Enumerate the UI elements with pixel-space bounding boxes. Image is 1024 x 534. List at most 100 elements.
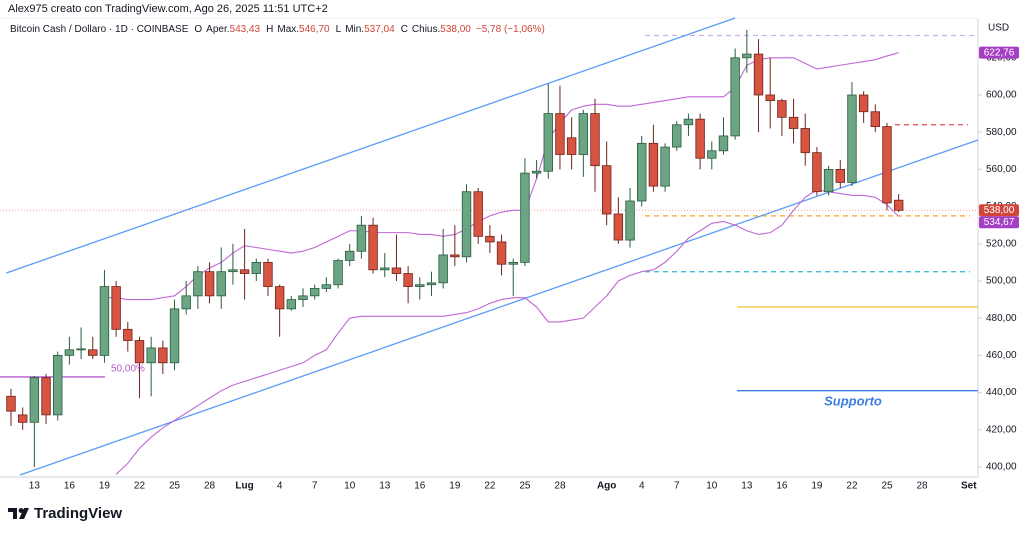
legend-field: −5,78 (−1,06%) xyxy=(476,24,545,35)
candle-body xyxy=(368,224,378,271)
y-tick-label: 420,00 xyxy=(986,424,1017,435)
candle-body xyxy=(415,284,425,287)
candle-body xyxy=(321,284,332,289)
candle-body xyxy=(29,377,40,423)
candle-body xyxy=(41,377,51,416)
y-tick-label: 560,00 xyxy=(986,164,1017,175)
legend-field: H xyxy=(266,24,273,35)
x-tick-label: 13 xyxy=(29,481,41,492)
x-tick-label: Set xyxy=(961,481,977,492)
x-tick-label: 10 xyxy=(344,481,356,492)
candle-body xyxy=(380,267,390,271)
candle-body xyxy=(672,124,682,148)
candle-body xyxy=(742,53,752,59)
candle-body xyxy=(76,348,86,351)
legend-field: 543,43 xyxy=(230,24,261,35)
x-tick-label: 25 xyxy=(519,481,531,492)
price-badge-label: 622,76 xyxy=(984,47,1015,58)
candle-body xyxy=(496,241,507,265)
legend-field: 546,70 xyxy=(299,24,330,35)
candle-body xyxy=(53,354,63,416)
candle-body xyxy=(543,113,553,172)
price-badge-label: 534,67 xyxy=(984,217,1015,228)
candle-body xyxy=(111,286,121,330)
x-tick-label: 25 xyxy=(881,481,893,492)
candle-body xyxy=(753,53,764,96)
y-tick-label: 480,00 xyxy=(986,313,1017,324)
candle-body xyxy=(637,142,647,202)
candle-body xyxy=(204,271,215,297)
candle-body xyxy=(239,269,250,274)
price-badge-label: 538,00 xyxy=(984,205,1015,216)
x-tick-label: Ago xyxy=(597,481,616,492)
y-tick-label: 600,00 xyxy=(986,90,1017,101)
legend-field: 537,04 xyxy=(364,24,395,35)
band-line xyxy=(104,52,899,301)
x-tick-label: 22 xyxy=(134,481,146,492)
candle-body xyxy=(263,261,273,287)
candle-body xyxy=(485,235,495,243)
legend-field: O xyxy=(194,24,202,35)
x-tick-label: 4 xyxy=(639,481,645,492)
channel-line xyxy=(6,17,736,274)
y-tick-label: 440,00 xyxy=(986,387,1017,398)
candle-body xyxy=(625,200,635,241)
x-tick-label: 7 xyxy=(674,481,680,492)
candle-body xyxy=(707,150,717,159)
x-tick-label: 16 xyxy=(414,481,426,492)
logo-part xyxy=(8,508,17,519)
x-tick-label: 4 xyxy=(277,481,283,492)
price-badge xyxy=(979,216,1019,229)
candle-body xyxy=(847,94,857,183)
candle-body xyxy=(788,116,799,129)
candle-body xyxy=(520,172,530,263)
candle-body xyxy=(601,165,612,215)
candle-body xyxy=(286,299,297,310)
candle-body xyxy=(870,111,881,128)
x-tick-label: 13 xyxy=(741,481,753,492)
candle-body xyxy=(216,271,226,297)
candle-body xyxy=(6,395,16,412)
price-badge xyxy=(979,46,1019,59)
candle-body xyxy=(356,224,367,252)
band-line xyxy=(115,189,900,475)
candle-body xyxy=(531,170,542,174)
x-tick-label: 19 xyxy=(99,481,111,492)
channel-line xyxy=(19,139,979,476)
y-tick-label: 460,00 xyxy=(986,350,1017,361)
candle-body xyxy=(309,288,320,297)
candle-body xyxy=(99,286,110,356)
candle-body xyxy=(333,260,343,286)
candle-body xyxy=(450,254,460,258)
legend-field: Chius. xyxy=(412,24,440,35)
brand-logo xyxy=(8,508,29,519)
currency: USD xyxy=(988,23,1009,34)
legend-field: Bitcoin Cash / Dollaro · 1D · COINBASE xyxy=(10,24,189,35)
x-tick-label: 25 xyxy=(169,481,181,492)
x-tick-label: 22 xyxy=(846,481,858,492)
level-label: Supporto xyxy=(824,393,882,408)
candle-body xyxy=(893,199,904,211)
legend-field: 538,00 xyxy=(440,24,471,35)
candle-body xyxy=(345,250,355,261)
y-tick-label: 580,00 xyxy=(986,127,1017,138)
candle-body xyxy=(812,152,822,193)
x-tick-label: 28 xyxy=(554,481,566,492)
candle-body xyxy=(426,282,437,286)
x-tick-label: 19 xyxy=(449,481,461,492)
candle-body xyxy=(438,254,448,284)
x-tick-label: 19 xyxy=(811,481,823,492)
candle-body xyxy=(228,269,238,273)
legend-field: L xyxy=(336,24,342,35)
legend-field: Min. xyxy=(345,24,364,35)
logo-part xyxy=(18,508,24,513)
candle-body xyxy=(566,137,577,155)
brand-name: TradingView xyxy=(34,505,122,522)
candle-body xyxy=(134,340,145,364)
candle-body xyxy=(193,271,203,297)
candle-body xyxy=(695,118,705,159)
candle-body xyxy=(590,113,600,167)
candle-body xyxy=(555,113,565,155)
